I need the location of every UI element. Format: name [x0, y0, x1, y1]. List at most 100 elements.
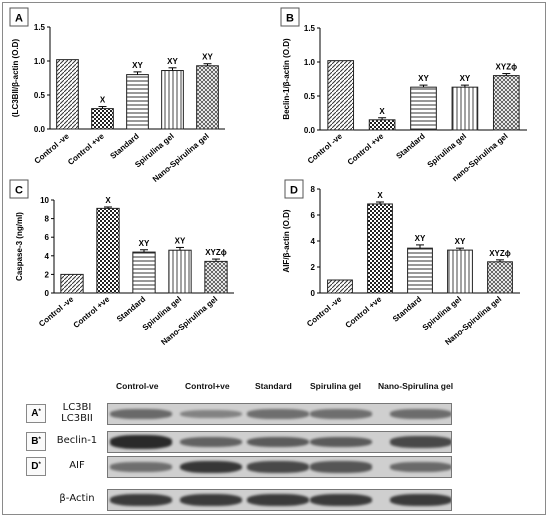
bar [492, 75, 520, 131]
bar [487, 261, 513, 294]
blot-row-label-line: LC3BII [61, 413, 93, 424]
significance-label: XYZϕ [489, 249, 511, 258]
y-tick-label: 1.5 [34, 23, 46, 32]
y-tick-label: 2 [311, 263, 316, 272]
y-tick-label: 4 [45, 252, 50, 261]
y-tick-label: 6 [45, 233, 50, 242]
category-label: Control +ve [344, 294, 384, 330]
bar [60, 273, 84, 294]
bar [168, 249, 192, 294]
y-tick-label: 1.5 [304, 24, 316, 33]
figure-frame [2, 2, 546, 515]
bar [368, 119, 396, 131]
panel-tag-box [284, 179, 304, 199]
panel-tag-box [9, 179, 29, 199]
blot-row-tag: B* [26, 432, 46, 451]
bar [327, 279, 353, 294]
y-tick-label: 1.0 [34, 57, 46, 66]
significance-label: XY [460, 74, 471, 83]
bar [96, 207, 120, 294]
blot-row-tag-sup: * [38, 437, 41, 443]
blot-band [247, 409, 309, 419]
chart-panel-D: D 0 2 4 6 8 AIF/β-actin (O.D) Control -ve X Contr… [282, 179, 520, 347]
y-tick-label: 1.0 [304, 58, 316, 67]
blot-strip [107, 489, 452, 511]
y-tick-label: 2 [45, 270, 50, 279]
category-label: Control +ve [66, 131, 106, 167]
blot-row-label: LC3BI LC3BII [52, 402, 102, 424]
y-tick-label: 0.5 [34, 91, 46, 100]
chart-panel-A: A 0.0 0.5 1.0 1.5 (LC3BII/β-actin (O.D) Contro… [9, 7, 225, 184]
category-label: Spirulina gel [421, 295, 464, 333]
significance-label: XY [132, 61, 143, 70]
category-label: Standard [108, 132, 140, 161]
panel-tag-box [9, 7, 29, 27]
significance-label: XY [418, 74, 429, 83]
blot-band [247, 461, 309, 473]
blot-column-header: Control-ve [116, 381, 159, 391]
bar [410, 86, 437, 131]
y-axis-label: Beclin-1/β-actin (O.D) [282, 38, 291, 120]
blot-row-label-line: Beclin-1 [56, 435, 98, 446]
category-label: Control +ve [72, 294, 112, 330]
bar [91, 108, 114, 130]
category-label: Control -ve [306, 131, 345, 165]
bar [451, 86, 479, 131]
blot-band [390, 409, 451, 419]
y-tick-label: 0 [45, 289, 50, 298]
y-axis-label: AIF/β-actin (O.D) [282, 209, 291, 272]
blot-band [390, 493, 451, 507]
blot-band [390, 436, 451, 448]
panel-tag-box [280, 7, 300, 27]
y-tick-label: 0.0 [304, 126, 316, 135]
y-tick-label: 0.0 [34, 125, 46, 134]
significance-label: XY [175, 236, 186, 245]
significance-label: XY [415, 234, 426, 243]
significance-label: X [379, 107, 385, 116]
bar [447, 249, 473, 294]
blot-row-label: AIF [52, 460, 102, 471]
y-tick-label: 8 [311, 185, 316, 194]
blot-band [110, 435, 172, 449]
blot-band [247, 493, 309, 507]
blot-row-tag-sup: * [38, 462, 41, 468]
blot-row-label-line: AIF [69, 460, 85, 471]
y-tick-label: 0 [311, 289, 316, 298]
blot-band [180, 493, 242, 507]
blot-row-label-line: LC3BI [62, 402, 92, 413]
bar [132, 251, 156, 294]
bar [367, 203, 393, 294]
panel-tag: C [15, 185, 23, 197]
blot-band [180, 460, 242, 474]
blot-strip [107, 431, 452, 453]
y-axis-label: Caspase-3 (ng/ml) [15, 212, 24, 281]
blot-band [390, 461, 451, 473]
panel-tag: A [15, 13, 23, 25]
panel-tag: D [290, 185, 298, 197]
blot-row-tag-sup: * [38, 409, 41, 415]
blot-band [310, 493, 372, 507]
significance-label: XYZϕ [496, 63, 518, 72]
bar [327, 60, 355, 131]
category-label: Standard [394, 132, 426, 161]
significance-label: X [105, 196, 111, 205]
chart-panel-B: B 0.0 0.5 1.0 1.5 Beclin-1/β-actin (O.D) Contr… [280, 7, 527, 183]
blot-strip [107, 403, 452, 425]
bar [407, 247, 433, 294]
blot-row-label: Beclin-1 [52, 435, 102, 446]
panel-tag: B [286, 13, 294, 25]
significance-label: XY [202, 53, 213, 62]
blot-band [110, 493, 172, 507]
blot-band [310, 409, 372, 419]
y-axis-label: (LC3BII/β-actin (O.D) [11, 39, 20, 118]
blot-row-tag: D* [26, 457, 46, 476]
significance-label: XY [139, 239, 150, 248]
y-tick-label: 8 [45, 215, 50, 224]
blot-band [310, 436, 372, 448]
category-label: Control -ve [37, 294, 76, 328]
category-label: Standard [115, 295, 147, 324]
blot-row-label: β-Actin [52, 493, 102, 504]
significance-label: XY [455, 237, 466, 246]
blot-column-header: Standard [255, 381, 292, 391]
